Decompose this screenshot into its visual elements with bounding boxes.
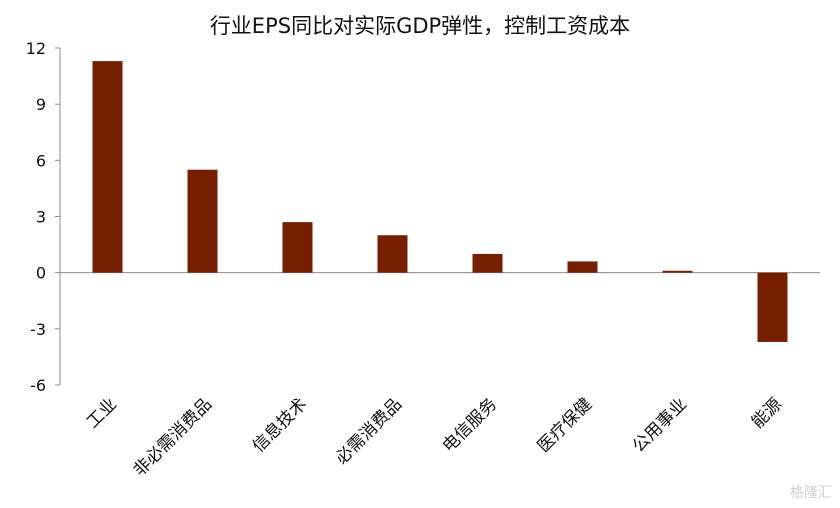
y-tick-label: 0 bbox=[36, 264, 46, 283]
category-label: 电信服务 bbox=[439, 394, 501, 456]
category-label: 必需消费品 bbox=[332, 394, 406, 468]
y-tick-label: 6 bbox=[36, 151, 46, 170]
bar-1 bbox=[92, 61, 123, 273]
category-labels: 工业 非必需消费品 信息技术 必需消费品 电信服务 医疗保健 公用事业 能源 bbox=[83, 394, 786, 480]
y-tick-label: 3 bbox=[36, 208, 46, 227]
category-label: 能源 bbox=[748, 394, 786, 432]
bars bbox=[92, 61, 788, 342]
category-label: 信息技术 bbox=[249, 394, 311, 456]
y-tick-label: -3 bbox=[30, 320, 46, 339]
y-tick-label: -6 bbox=[30, 376, 46, 395]
category-label: 工业 bbox=[83, 394, 121, 432]
y-axis-ticks: 12 9 6 3 0 -3 -6 bbox=[26, 39, 60, 395]
y-tick-label: 9 bbox=[36, 95, 46, 114]
chart-title: 行业EPS同比对实际GDP弹性，控制工资成本 bbox=[209, 14, 631, 38]
bar-3 bbox=[282, 222, 313, 273]
category-label: 非必需消费品 bbox=[130, 394, 216, 480]
bar-6 bbox=[567, 261, 598, 273]
bar-8 bbox=[757, 272, 788, 342]
y-tick-label: 12 bbox=[26, 39, 46, 58]
category-label: 医疗保健 bbox=[534, 394, 596, 456]
bar-5 bbox=[472, 253, 503, 273]
category-label: 公用事业 bbox=[629, 394, 691, 456]
bar-4 bbox=[377, 235, 408, 273]
bar-2 bbox=[187, 169, 218, 273]
watermark: 格隆汇 bbox=[790, 485, 832, 501]
bar-7 bbox=[662, 270, 693, 273]
